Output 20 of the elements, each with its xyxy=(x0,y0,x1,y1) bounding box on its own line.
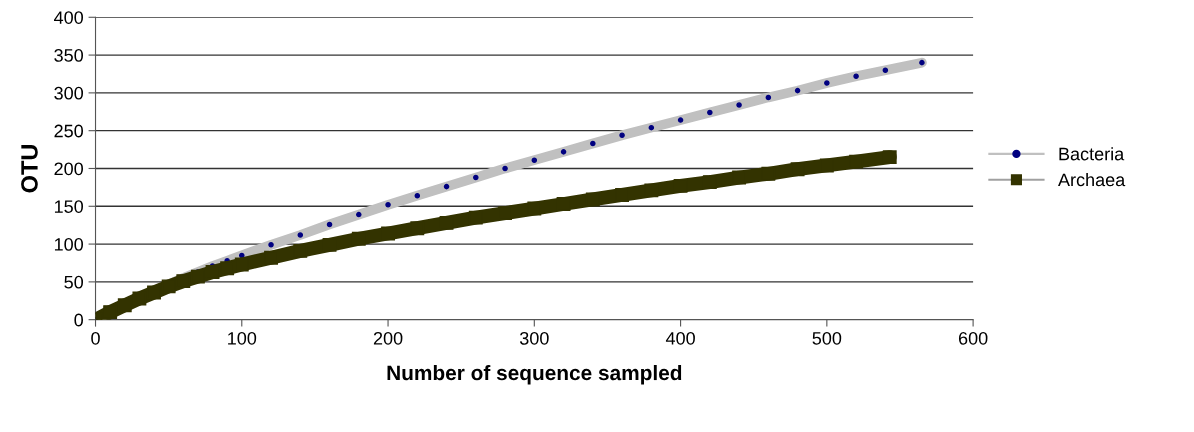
y-tick-label: 0 xyxy=(74,313,84,327)
y-tick-label: 100 xyxy=(54,238,84,251)
y-axis-title: OTU xyxy=(21,145,38,193)
x-tick-label: 200 xyxy=(373,331,403,345)
legend-label: Bacteria xyxy=(1059,147,1125,161)
y-tick-label: 150 xyxy=(54,200,84,213)
y-tick-label: 400 xyxy=(54,11,84,24)
x-axis-title: Number of sequence sampled xyxy=(387,364,682,385)
y-tick-label: 300 xyxy=(54,86,84,100)
y-tick-label: 50 xyxy=(64,275,84,289)
x-tick-label: 400 xyxy=(665,331,695,345)
y-tick-label: 200 xyxy=(54,162,84,176)
x-tick-label: 100 xyxy=(228,331,257,345)
y-tick-label: 250 xyxy=(54,124,84,138)
x-tick-label: 600 xyxy=(958,331,988,345)
legend-label: Archaea xyxy=(1058,172,1126,187)
x-tick-label: 300 xyxy=(519,331,549,345)
y-tick-label: 350 xyxy=(54,49,84,62)
x-tick-label: 500 xyxy=(812,331,842,345)
x-tick-label: 0 xyxy=(91,331,100,345)
